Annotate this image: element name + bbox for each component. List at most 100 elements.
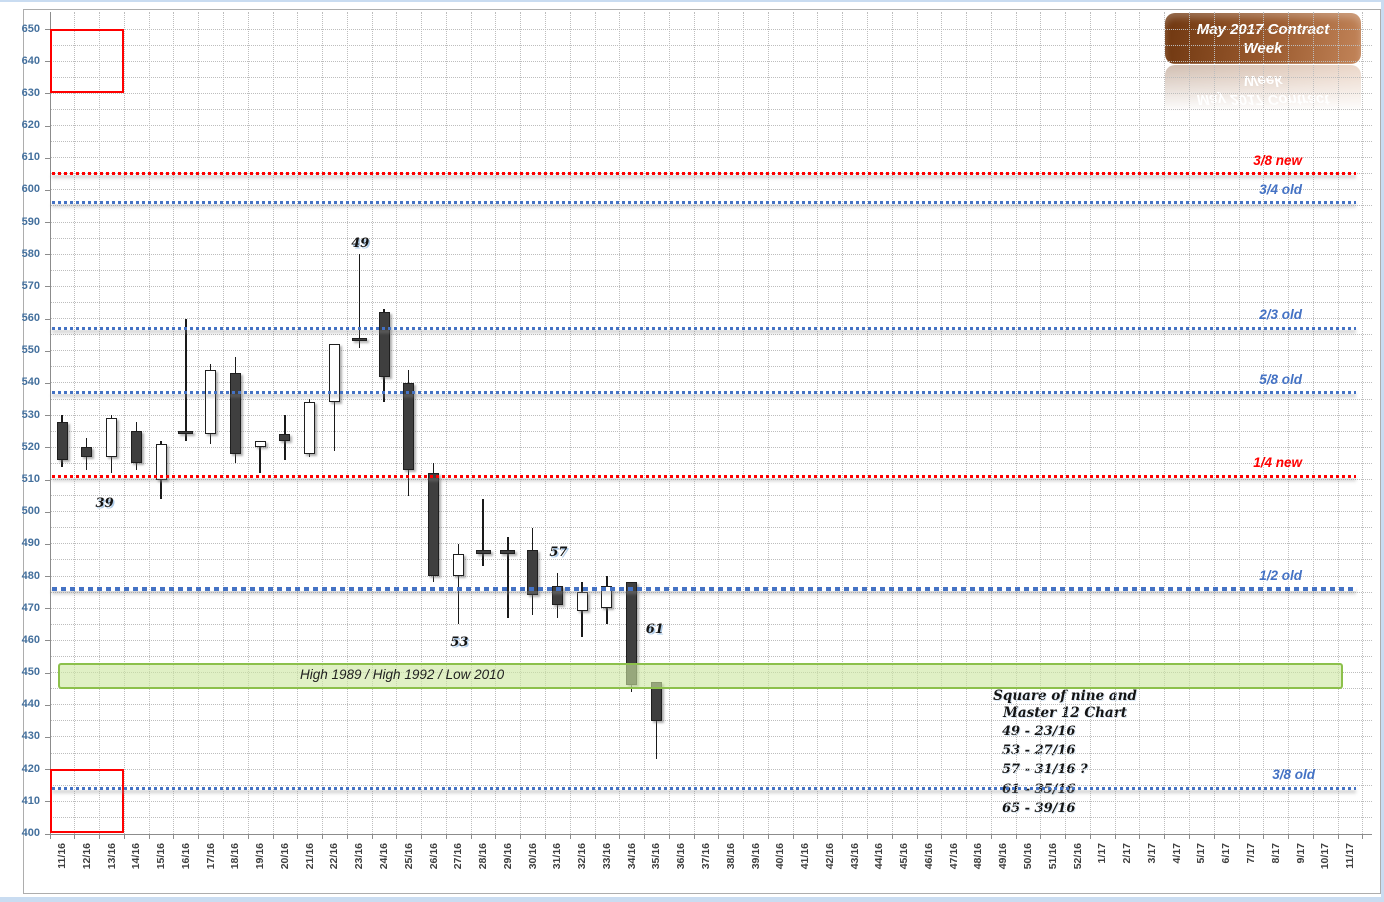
x-axis-label: 45/16 xyxy=(898,843,911,870)
x-axis-label: 5/17 xyxy=(1195,843,1208,864)
h-gridline xyxy=(50,398,1372,400)
y-axis-tick xyxy=(45,93,50,95)
v-gridline xyxy=(346,12,348,834)
y-axis-tick xyxy=(45,543,50,545)
y-axis-label: 420 xyxy=(21,762,40,775)
candle-body xyxy=(56,421,68,461)
h-gridline xyxy=(50,221,1372,223)
x-axis-line xyxy=(49,833,1372,835)
candle-body xyxy=(576,592,588,612)
v-gridline xyxy=(1288,12,1290,834)
h-gridline xyxy=(50,495,1372,497)
v-gridline xyxy=(421,12,423,834)
y-axis-tick xyxy=(45,736,50,738)
v-gridline xyxy=(693,12,695,834)
x-axis-tick xyxy=(520,833,522,839)
candle-wick xyxy=(185,318,187,441)
h-gridline xyxy=(50,350,1372,352)
x-axis-label: 26/16 xyxy=(427,843,440,870)
h-gridline xyxy=(50,318,1372,320)
y-axis-tick xyxy=(45,704,50,706)
projection-box xyxy=(49,29,124,94)
x-axis-tick xyxy=(1114,833,1116,839)
support-band-label: High 1989 / High 1992 / Low 2010 xyxy=(300,666,505,682)
x-axis-tick xyxy=(990,833,992,839)
x-axis-tick xyxy=(693,833,695,839)
y-axis-tick xyxy=(45,833,50,835)
x-axis-tick xyxy=(1312,833,1314,839)
y-axis-tick xyxy=(45,769,50,771)
h-gridline xyxy=(50,302,1372,304)
x-axis-tick xyxy=(173,833,175,839)
x-axis-label: 8/17 xyxy=(1269,843,1282,864)
v-gridline xyxy=(74,12,76,834)
h-gridline xyxy=(50,688,1372,690)
v-gridline xyxy=(1362,12,1364,834)
x-axis-label: 44/16 xyxy=(873,843,886,870)
x-axis-tick xyxy=(272,833,274,839)
x-axis-label: 25/16 xyxy=(402,843,415,870)
v-gridline xyxy=(1238,12,1240,834)
x-axis-tick xyxy=(941,833,943,839)
y-axis-label: 470 xyxy=(21,601,40,614)
x-axis-tick xyxy=(1065,833,1067,839)
h-gridline xyxy=(50,334,1372,336)
candle-body xyxy=(229,373,241,454)
window-edge-top xyxy=(0,0,1384,2)
x-axis-label: 48/16 xyxy=(972,843,985,870)
x-axis-tick xyxy=(792,833,794,839)
v-gridline xyxy=(297,12,299,834)
v-gridline xyxy=(520,12,522,834)
h-gridline xyxy=(50,205,1372,207)
y-axis-tick xyxy=(45,608,50,610)
h-gridline xyxy=(50,76,1372,78)
x-axis-label: 13/16 xyxy=(105,843,118,870)
x-axis-label: 42/16 xyxy=(823,843,836,870)
h-gridline xyxy=(50,639,1372,641)
x-axis-tick xyxy=(49,833,51,839)
h-gridline xyxy=(50,366,1372,368)
y-axis-tick xyxy=(45,318,50,320)
x-axis-label: 6/17 xyxy=(1220,843,1233,864)
candle-body xyxy=(475,550,491,554)
x-axis-tick xyxy=(867,833,869,839)
candle-body xyxy=(601,585,613,609)
v-gridline xyxy=(545,12,546,834)
h-gridline xyxy=(50,237,1372,239)
x-axis-label: 11/17 xyxy=(1344,843,1357,869)
x-axis-tick xyxy=(743,833,745,839)
x-axis-label: 37/16 xyxy=(700,843,713,870)
x-axis-label: 10/17 xyxy=(1319,843,1332,870)
h-gridline xyxy=(50,736,1372,738)
x-axis-label: 29/16 xyxy=(501,843,514,870)
h-gridline xyxy=(50,575,1372,577)
h-gridline xyxy=(50,784,1372,786)
x-axis-label: 7/17 xyxy=(1244,843,1257,864)
candle-body xyxy=(254,440,266,448)
y-axis-label: 540 xyxy=(21,376,40,389)
x-axis-label: 21/16 xyxy=(303,843,316,870)
h-gridline xyxy=(50,800,1372,802)
note-title-line2: Master 12 Chart xyxy=(1002,705,1128,721)
candle-body xyxy=(351,337,367,342)
x-axis-label: 28/16 xyxy=(477,843,490,870)
h-gridline xyxy=(50,430,1372,432)
note-item: 65 - 39/16 xyxy=(1002,800,1076,816)
v-gridline xyxy=(1114,12,1116,834)
v-gridline xyxy=(247,12,249,834)
note-item: 57 - 31/16 ? xyxy=(1002,762,1088,778)
h-gridline xyxy=(50,816,1372,818)
level-line xyxy=(52,326,1356,330)
x-axis-label: 31/16 xyxy=(551,843,564,870)
y-axis-label: 510 xyxy=(21,473,40,486)
x-axis-label: 33/16 xyxy=(600,843,613,870)
x-axis-tick xyxy=(842,833,844,839)
v-gridline xyxy=(198,12,200,834)
y-axis-tick xyxy=(45,286,50,288)
x-axis-tick xyxy=(495,833,497,839)
v-gridline xyxy=(718,12,720,834)
y-axis-label: 630 xyxy=(21,86,40,99)
x-axis-tick xyxy=(545,833,546,839)
y-axis-tick xyxy=(45,447,50,449)
